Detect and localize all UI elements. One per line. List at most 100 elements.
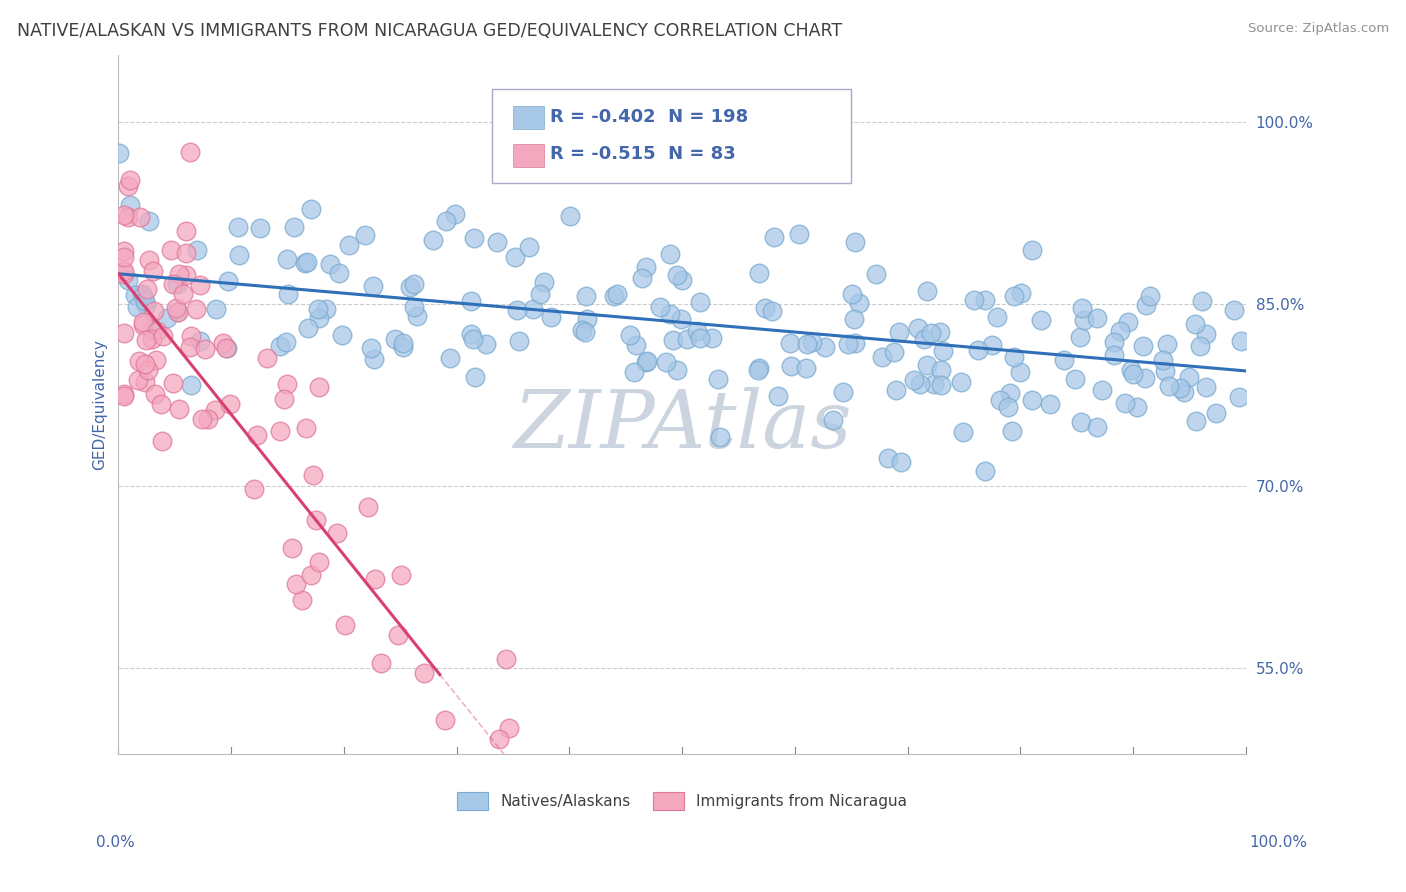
Point (575, 289, 598, 303)
Point (1021, 243, 1043, 257)
Point (876, 451, 898, 466)
Point (246, 428, 269, 442)
Point (143, 387, 166, 401)
Point (1102, 334, 1125, 349)
Point (890, 455, 912, 469)
Text: Source: ZipAtlas.com: Source: ZipAtlas.com (1249, 22, 1389, 36)
Y-axis label: GED/Equivalency: GED/Equivalency (93, 339, 107, 470)
Legend: Natives/Alaskans, Immigrants from Nicaragua: Natives/Alaskans, Immigrants from Nicara… (451, 786, 912, 815)
Point (117, 211, 139, 225)
Point (404, 277, 426, 292)
Point (1029, 313, 1052, 327)
Point (671, 273, 693, 287)
Point (332, 328, 354, 343)
Point (180, 329, 202, 343)
Point (112, 244, 135, 259)
Point (1173, 385, 1195, 400)
Point (308, 310, 330, 325)
Point (295, 254, 318, 268)
Point (444, 207, 467, 221)
Point (1157, 379, 1180, 393)
Point (194, 342, 217, 356)
Point (142, 264, 165, 278)
Point (132, 315, 155, 329)
Point (276, 334, 298, 349)
Point (1152, 353, 1174, 368)
Point (506, 302, 529, 317)
Point (1135, 298, 1157, 312)
Point (998, 386, 1021, 401)
Point (162, 277, 184, 291)
Point (1116, 315, 1139, 329)
Point (560, 209, 582, 223)
Point (333, 618, 356, 632)
Point (540, 310, 562, 325)
Point (138, 363, 160, 377)
Point (299, 202, 322, 217)
Point (152, 329, 174, 343)
Point (188, 334, 211, 348)
Point (865, 267, 887, 281)
Point (1156, 337, 1178, 351)
Point (1135, 370, 1157, 384)
Point (763, 230, 786, 244)
Point (118, 198, 141, 212)
Point (1132, 339, 1154, 353)
Point (889, 326, 911, 340)
Point (1178, 370, 1201, 384)
Point (284, 576, 307, 591)
Point (486, 235, 509, 249)
Point (779, 336, 801, 351)
Point (135, 298, 157, 312)
Point (136, 282, 159, 296)
Point (623, 365, 645, 379)
Text: R = -0.402  N = 198: R = -0.402 N = 198 (550, 108, 748, 126)
Point (1191, 293, 1213, 308)
Point (146, 324, 169, 338)
Point (974, 293, 997, 308)
Point (204, 301, 226, 316)
Point (1227, 390, 1250, 404)
Point (508, 334, 530, 349)
Point (1053, 353, 1076, 368)
Point (903, 373, 925, 387)
Point (308, 380, 330, 394)
Text: NATIVE/ALASKAN VS IMMIGRANTS FROM NICARAGUA GED/EQUIVALENCY CORRELATION CHART: NATIVE/ALASKAN VS IMMIGRANTS FROM NICARA… (17, 22, 842, 40)
Point (932, 344, 955, 359)
Point (307, 301, 329, 316)
Point (844, 335, 866, 350)
Point (249, 220, 271, 235)
Point (841, 286, 863, 301)
Point (166, 305, 188, 319)
Point (439, 351, 461, 366)
Point (1069, 330, 1091, 344)
Point (675, 332, 697, 346)
Point (354, 228, 377, 243)
Point (392, 336, 415, 351)
Point (460, 326, 482, 341)
Point (929, 377, 952, 392)
Point (499, 771, 522, 785)
Point (1001, 424, 1024, 438)
Point (488, 732, 510, 747)
Point (626, 337, 648, 351)
Text: 0.0%: 0.0% (96, 836, 135, 850)
Point (174, 224, 197, 238)
Point (1064, 372, 1087, 386)
Point (912, 332, 935, 346)
Point (165, 301, 187, 315)
Point (128, 353, 150, 368)
Point (405, 309, 427, 323)
Point (228, 247, 250, 261)
Point (150, 397, 173, 411)
Point (117, 273, 139, 287)
Point (112, 264, 135, 278)
Point (606, 287, 628, 301)
Point (128, 210, 150, 224)
Point (1114, 396, 1136, 410)
Point (1010, 285, 1032, 300)
Point (392, 340, 415, 354)
Point (519, 240, 541, 254)
Point (141, 323, 163, 337)
Point (134, 333, 156, 347)
